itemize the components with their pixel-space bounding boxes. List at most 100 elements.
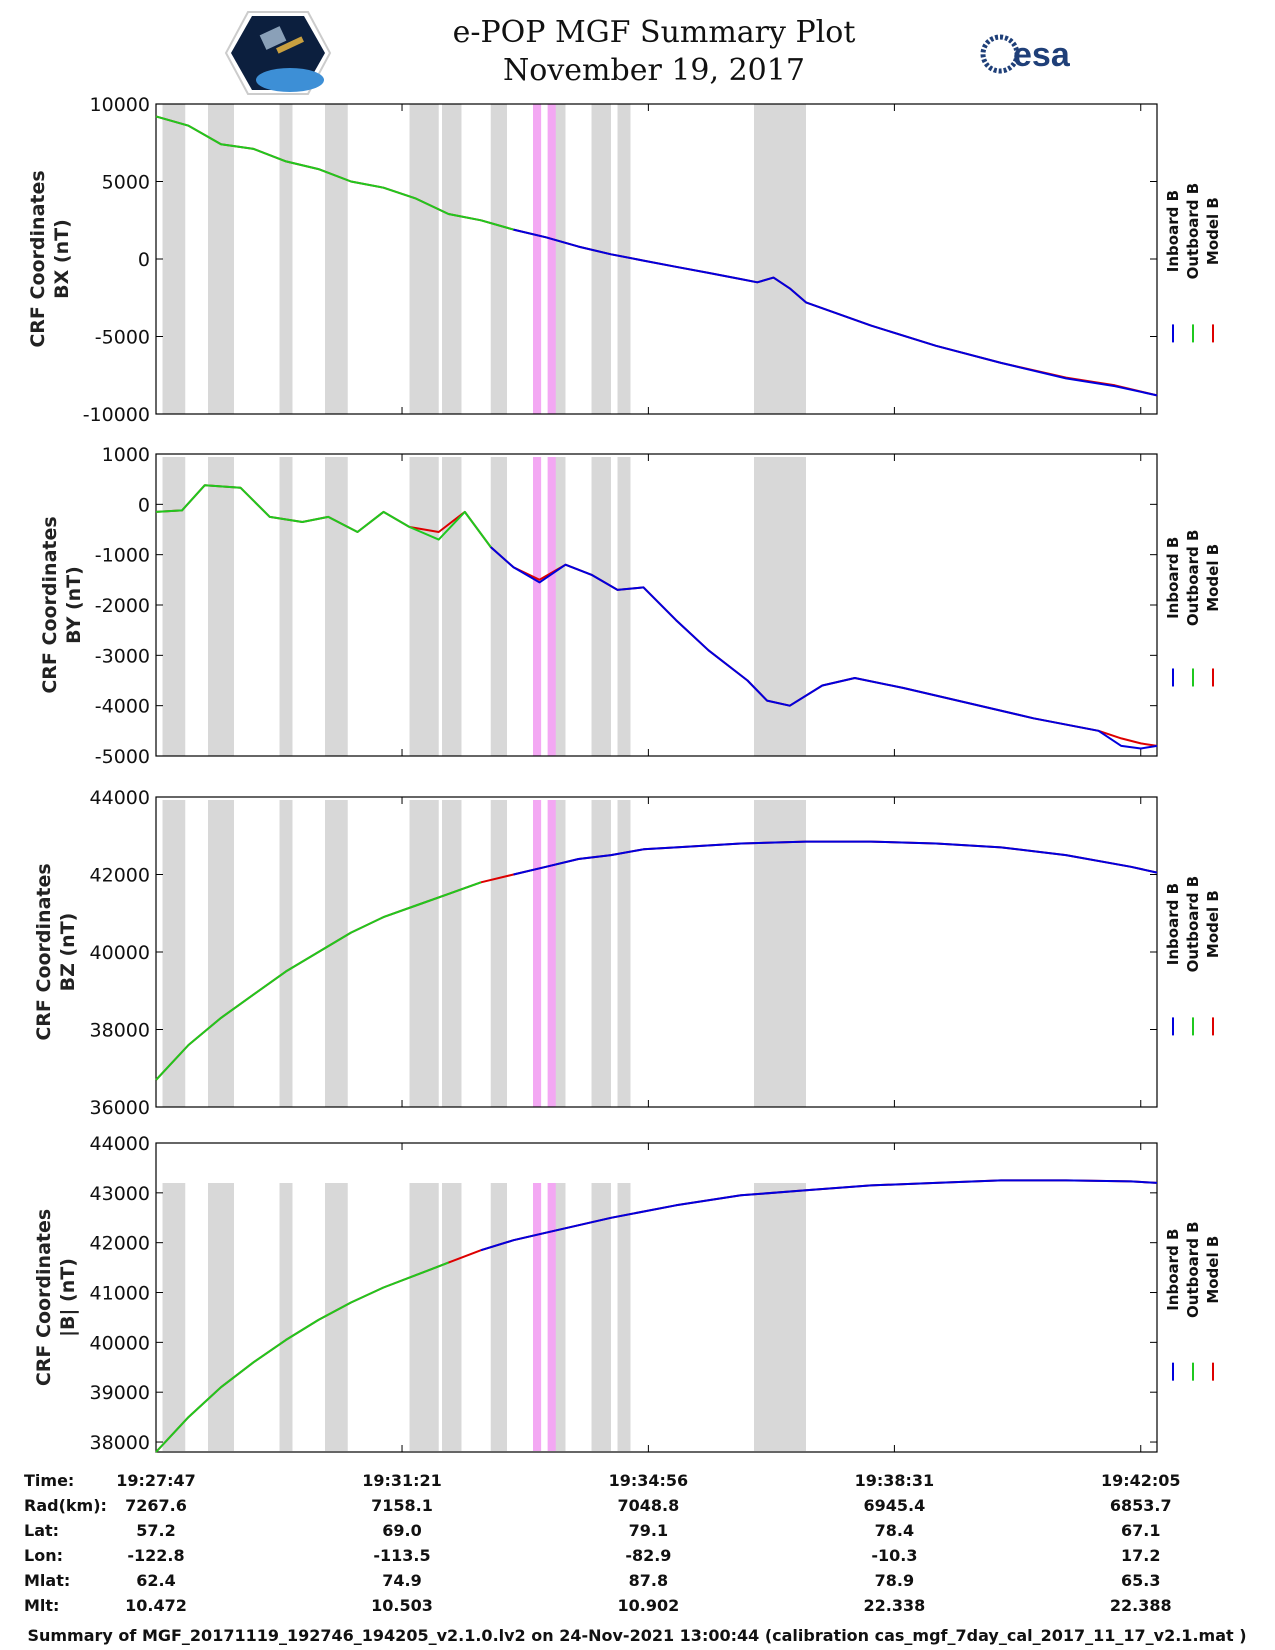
info-cell: 6945.4 [864, 1496, 926, 1515]
data-gap-band [754, 1183, 806, 1451]
info-row-label: Mlat: [24, 1571, 70, 1590]
info-cell: 22.338 [864, 1596, 926, 1615]
info-cell: 62.4 [136, 1571, 175, 1590]
info-cell: 19:34:56 [609, 1471, 689, 1490]
panel-2: 1000 0 -1000 -2000 -3000 -4000 -5000 CRF Coordi… [39, 444, 1222, 768]
y-tick-label: 40000 [90, 942, 150, 964]
event-band [547, 457, 556, 756]
info-cell: 7048.8 [618, 1496, 680, 1515]
axes-frame [155, 103, 1158, 415]
y-tick-label: 39000 [90, 1382, 150, 1404]
y-axis-label: BY (nT) [63, 566, 85, 644]
data-gap-band [490, 104, 507, 414]
data-gap-band [617, 1183, 631, 1451]
data-gap-band [591, 1183, 611, 1451]
data-gap-band [162, 800, 186, 1107]
y-tick-label: 42000 [90, 1233, 150, 1255]
series-line-outboard-b [155, 1261, 449, 1453]
series-line-outboard-b [155, 484, 492, 548]
series-line-outboard-b [155, 881, 482, 1081]
plot-date: November 19, 2017 [503, 53, 805, 88]
y-axis-label: |B| (nT) [57, 1258, 79, 1337]
y-tick-label: 5000 [102, 172, 150, 194]
info-cell: 22.388 [1110, 1596, 1172, 1615]
y-axis-label: BZ (nT) [57, 913, 79, 992]
event-band [547, 800, 556, 1107]
info-cell: 69.0 [382, 1521, 421, 1540]
data-gap-band [325, 104, 348, 414]
info-cell: 10.503 [371, 1596, 433, 1615]
legend-label: Inboard B [1164, 537, 1182, 619]
data-gap-band [162, 104, 186, 414]
y-tick-label: 1000 [102, 444, 150, 466]
y-axis-label: BX (nT) [51, 219, 73, 299]
y-tick-label: 0 [138, 494, 150, 516]
legend-label: Inboard B [1164, 883, 1182, 965]
y-tick-label: 42000 [90, 865, 150, 887]
info-cell: 7158.1 [371, 1496, 433, 1515]
info-cell: 87.8 [629, 1571, 668, 1590]
info-cell: -82.9 [625, 1546, 671, 1565]
series-line-inboard-b [513, 840, 1158, 876]
data-gap-band [325, 457, 348, 756]
data-gap-band [208, 1183, 234, 1451]
y-tick-label: -5000 [95, 327, 150, 349]
y-tick-label: -5000 [95, 746, 150, 768]
info-cell: -122.8 [127, 1546, 184, 1565]
info-row-label: Mlt: [24, 1596, 59, 1615]
epop-logo [224, 11, 332, 95]
event-band [533, 1183, 542, 1451]
y-tick-label: 36000 [90, 1097, 150, 1119]
y-tick-label: -10000 [83, 404, 150, 426]
info-cell: 65.3 [1121, 1571, 1160, 1590]
data-gap-band [490, 457, 507, 756]
data-gap-band [442, 1183, 462, 1451]
esa-logo-text: esa [1013, 36, 1071, 74]
series-line-model-b [155, 484, 1158, 747]
legend-label: Inboard B [1164, 1229, 1182, 1311]
axes-frame [155, 796, 1158, 1108]
event-band [547, 104, 556, 414]
legend-label: Outboard B [1184, 876, 1202, 973]
data-gap-band [754, 457, 806, 756]
panel-3: 44000 42000 40000 38000 36000 CRF Coordinates… [33, 787, 1222, 1119]
info-cell: 19:42:05 [1101, 1471, 1181, 1490]
data-gap-band [208, 457, 234, 756]
data-gap-band [490, 1183, 507, 1451]
event-band [547, 1183, 556, 1451]
data-gap-band [617, 457, 631, 756]
y-axis-label: CRF Coordinates [27, 170, 49, 347]
y-axis-label: CRF Coordinates [33, 863, 55, 1040]
data-gap-band [409, 1183, 439, 1451]
info-cell: 19:38:31 [855, 1471, 935, 1490]
data-gap-band [754, 104, 806, 414]
y-tick-label: 41000 [90, 1283, 150, 1305]
info-row-label: Lon: [24, 1546, 63, 1565]
y-axis-label: CRF Coordinates [33, 1209, 55, 1386]
y-tick-label: 43000 [90, 1183, 150, 1205]
data-gap-band [325, 800, 348, 1107]
data-gap-band [442, 800, 462, 1107]
legend: Inboard B Outboard B Model B [1164, 1221, 1222, 1381]
data-gap-band [162, 1183, 186, 1451]
info-cell: 6853.7 [1110, 1496, 1172, 1515]
axes-frame [155, 453, 1158, 757]
data-gap-band [591, 457, 611, 756]
legend-label: Outboard B [1184, 183, 1202, 280]
info-cell: -113.5 [373, 1546, 430, 1565]
y-tick-label: -3000 [95, 645, 150, 667]
data-gap-band [490, 800, 507, 1107]
data-gap-band [409, 457, 439, 756]
data-gap-band [754, 800, 806, 1107]
y-tick-label: 10000 [90, 94, 150, 116]
info-cell: 74.9 [382, 1571, 421, 1590]
legend-label: Model B [1204, 197, 1222, 265]
data-gap-band [325, 1183, 348, 1451]
data-gap-band [409, 800, 439, 1107]
data-gap-band [162, 457, 186, 756]
event-band [533, 104, 542, 414]
legend-label: Outboard B [1184, 1221, 1202, 1318]
data-gap-band [279, 457, 293, 756]
